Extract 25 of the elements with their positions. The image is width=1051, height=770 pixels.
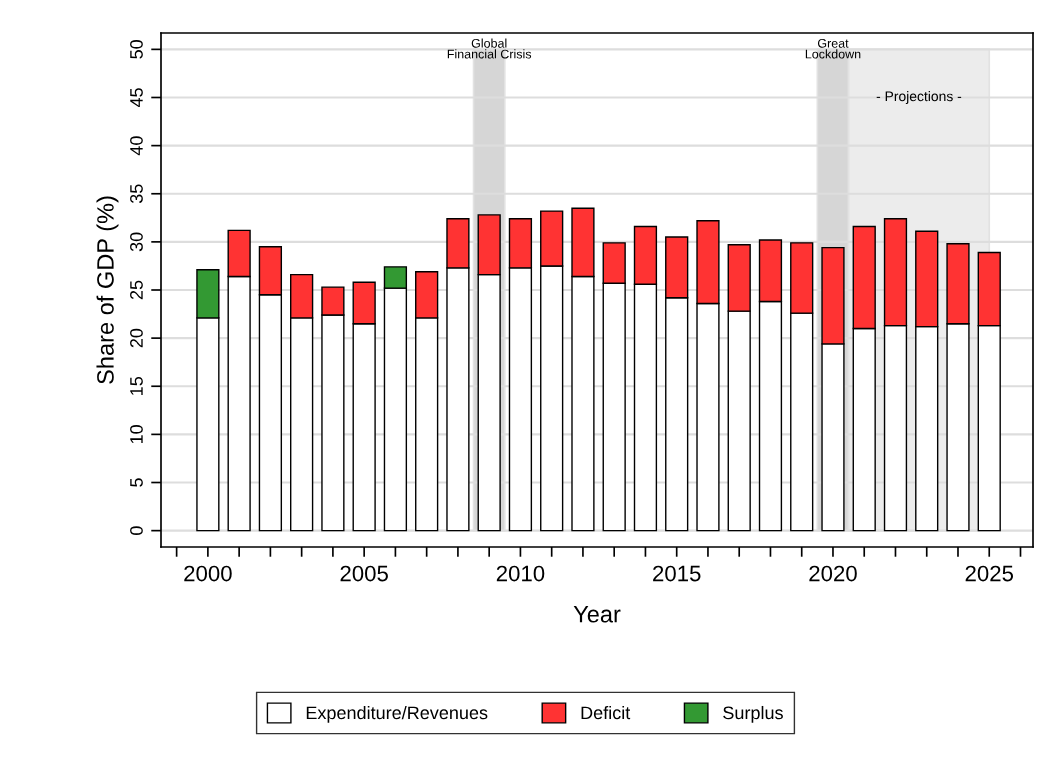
y-tick-label: 50: [130, 40, 143, 59]
y-tick-label: 35: [130, 184, 143, 204]
x-tick-label: 2000: [184, 565, 232, 582]
x-tick-label: 2015: [653, 565, 701, 582]
band-label: Great Lockdown: [805, 38, 861, 59]
x-axis-title: Year: [573, 606, 621, 623]
y-axis-title: Share of GDP (%): [96, 196, 119, 384]
y-tick-label: 45: [130, 88, 143, 108]
y-tick-label: 30: [130, 232, 143, 252]
y-tick-label: 10: [130, 425, 143, 444]
x-tick-label: 2010: [496, 565, 545, 582]
legend-label: Expenditure/Revenues: [306, 705, 488, 723]
y-tick-label: 40: [130, 136, 143, 156]
x-tick-label: 2025: [965, 565, 1014, 582]
y-tick-label: 0: [130, 526, 143, 535]
band-label: Global Financial Crisis: [447, 38, 532, 59]
y-tick-label: 15: [130, 376, 143, 395]
y-tick-label: 5: [130, 478, 143, 487]
y-tick-label: 20: [130, 328, 143, 348]
x-tick-label: 2005: [340, 565, 388, 582]
band-label: - Projections -: [876, 91, 962, 104]
legend-label: Deficit: [581, 705, 631, 720]
y-tick-label: 25: [130, 280, 143, 300]
x-tick-label: 2020: [809, 565, 857, 582]
legend-label: Surplus: [723, 705, 783, 723]
